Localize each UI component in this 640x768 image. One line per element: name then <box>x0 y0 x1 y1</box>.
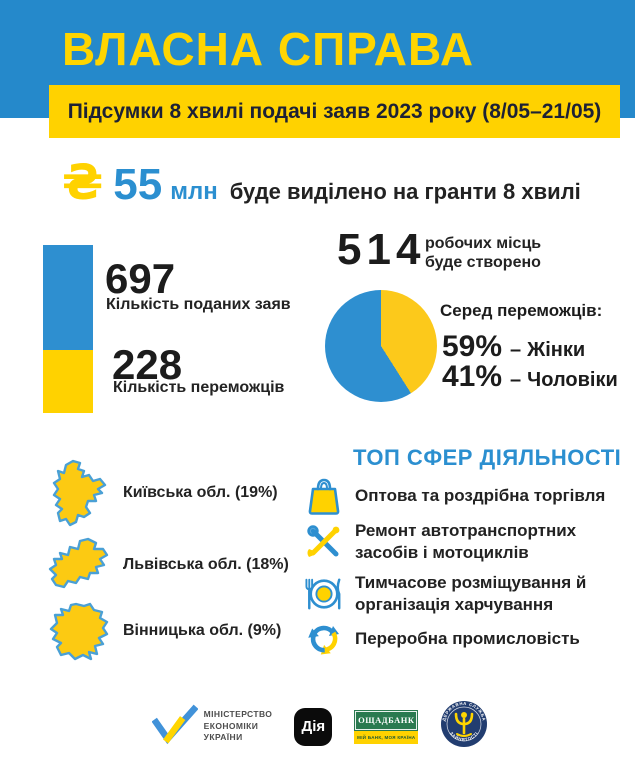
women-percent: 59% <box>442 330 503 363</box>
applications-label: Кількість поданих заяв <box>106 296 291 313</box>
grant-caption: буде виділено на гранти 8 хвилі <box>229 179 581 204</box>
gender-pie-chart <box>325 290 437 402</box>
winners-value: 228 <box>112 341 183 388</box>
dash: – <box>510 339 522 361</box>
recycle-icon <box>305 620 343 658</box>
vinnytsia-oblast-map-icon <box>48 601 123 661</box>
women-label: Жінки <box>527 339 586 361</box>
grant-unit: млн <box>170 178 218 205</box>
jobs-label: робочих місць буде створено <box>425 234 541 272</box>
men-percent: 41% <box>442 360 503 393</box>
bar-segment-applications <box>43 245 93 350</box>
sector-row-accommodation: Тимчасове розміщування й організація хар… <box>305 572 635 616</box>
sector-row-repair: Ремонт автотранспортних засобів і мотоци… <box>305 520 635 564</box>
page-title: ВЛАСНА СПРАВА <box>62 23 475 75</box>
sector-label: Оптова та роздрібна торгівля <box>355 485 606 505</box>
region-row-lviv: Львівська обл. (18%) <box>48 536 289 593</box>
oschadbank-name: ОЩАДБАНК <box>358 715 415 725</box>
tools-icon <box>305 524 343 560</box>
applications-value: 697 <box>105 255 176 302</box>
sector-label: Ремонт автотранспортних засобів і мотоци… <box>355 521 577 563</box>
sector-label: Тимчасове розміщування й організація хар… <box>355 573 587 615</box>
oschadbank-logo: ОЩАДБАНК МІЙ БАНК, МОЯ КРАЇНА <box>354 709 419 744</box>
hryvnia-icon: ₴ <box>62 155 104 211</box>
bar-segment-winners <box>43 350 93 413</box>
ministry-of-economy-logo: МІНІСТЕРСТВО ЕКОНОМІКИ УКРАЇНИ <box>151 704 273 749</box>
grant-amount-line: ₴ 55 млн буде виділено на гранти 8 хвилі <box>62 155 581 211</box>
oschadbank-slogan: МІЙ БАНК, МОЯ КРАЇНА <box>357 734 416 740</box>
jobs-label-line2: буде створено <box>425 254 541 272</box>
gender-heading: Серед переможців: <box>440 301 603 320</box>
region-label: Львівська обл. (18%) <box>123 555 289 573</box>
jobs-value: 514 <box>337 225 426 274</box>
grant-amount: 55 <box>113 160 163 209</box>
employment-service-logo: ДЕРЖАВНА СЛУЖБА ЗАЙНЯТОСТІ <box>440 700 488 753</box>
gender-row-women: 59% – Жінки <box>442 330 585 364</box>
region-label: Київська обл. (19%) <box>123 484 278 501</box>
ministry-checkmark-icon <box>151 704 199 749</box>
applications-stacked-bar <box>43 245 93 413</box>
sectors-heading: ТОП СФЕР ДІЯЛЬНОСТІ <box>353 445 622 470</box>
sector-label: Переробна промисловість <box>355 628 580 648</box>
region-label: Вінницька обл. (9%) <box>123 622 282 639</box>
shopping-bag-icon <box>305 476 343 516</box>
ministry-name: МІНІСТЕРСТВО ЕКОНОМІКИ УКРАЇНИ <box>203 708 273 743</box>
footer-logos: МІНІСТЕРСТВО ЕКОНОМІКИ УКРАЇНИ Дія ОЩАДБ… <box>0 700 640 753</box>
region-row-vinnytsia: Вінницька обл. (9%) <box>48 601 281 661</box>
kyiv-oblast-map-icon <box>48 458 123 528</box>
dining-icon <box>305 576 343 612</box>
subtitle-text: Підсумки 8 хвилі подачі заяв 2023 року (… <box>67 99 602 123</box>
diia-logo: Дія <box>294 707 333 746</box>
region-row-kyiv: Київська обл. (19%) <box>48 458 278 528</box>
winners-label: Кількість переможців <box>113 379 285 396</box>
sector-row-trade: Оптова та роздрібна торгівля <box>305 476 635 516</box>
sector-row-manufacturing: Переробна промисловість <box>305 620 635 658</box>
jobs-label-line1: робочих місць <box>425 235 542 252</box>
men-label: Чоловіки <box>527 369 618 391</box>
lviv-oblast-map-icon <box>48 536 123 593</box>
dash: – <box>510 369 522 391</box>
gender-row-men: 41% – Чоловіки <box>442 360 618 394</box>
subtitle-banner: Підсумки 8 хвилі подачі заяв 2023 року (… <box>49 85 620 138</box>
